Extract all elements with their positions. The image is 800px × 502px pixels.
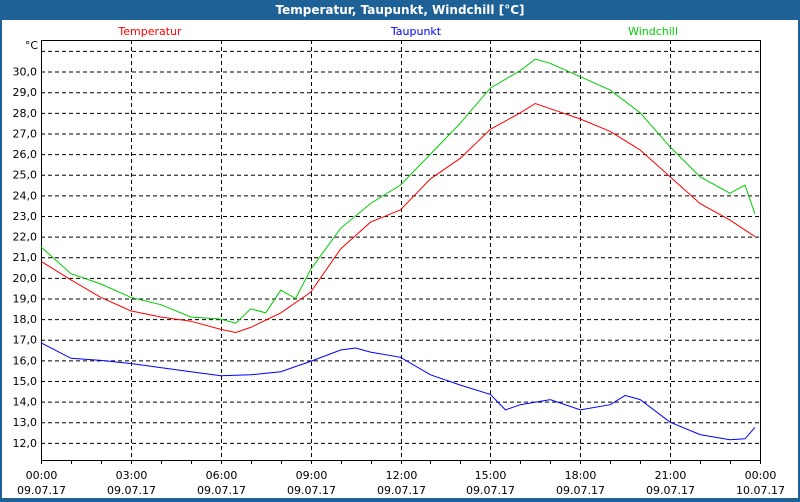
y-tick-label: 12,0	[13, 437, 38, 450]
y-axis-unit: °C	[25, 39, 39, 52]
y-tick-label: 17,0	[13, 334, 38, 347]
y-tick-label: 22,0	[13, 231, 38, 244]
window-title: Temperatur, Taupunkt, Windchill [°C]	[0, 0, 800, 20]
y-tick-label: 20,0	[13, 272, 38, 285]
x-tick-time: 00:00	[26, 469, 58, 482]
legend-windchill: Windchill	[628, 25, 678, 38]
y-tick-label: 15,0	[13, 375, 38, 388]
chart-area: 12,0 13,0 14,0 15,0 16,0 17,0 18,0 19,0 20,0 21,0…	[2, 20, 798, 498]
x-tick-time: 06:00	[206, 469, 238, 482]
y-tick-label: 13,0	[13, 416, 38, 429]
x-tick-time: 21:00	[655, 469, 687, 482]
y-tick-label: 29,0	[13, 86, 38, 99]
y-tick-label: 16,0	[13, 354, 38, 367]
x-tick-time: 12:00	[386, 469, 418, 482]
y-tick-label: 25,0	[13, 169, 38, 182]
x-tick-date: 09.07.17	[646, 484, 695, 497]
x-tick-time: 15:00	[475, 469, 507, 482]
x-tick-time: 09:00	[296, 469, 328, 482]
x-tick-date: 09.07.17	[287, 484, 336, 497]
line-chart: 12,0 13,0 14,0 15,0 16,0 17,0 18,0 19,0 20,0 21,0…	[13, 25, 785, 497]
y-tick-label: 24,0	[13, 189, 38, 202]
y-tick-label: 18,0	[13, 313, 38, 326]
plot-frame	[41, 40, 761, 461]
x-tick-time: 18:00	[565, 469, 597, 482]
x-tick-date: 09.07.17	[556, 484, 605, 497]
y-tick-label: 14,0	[13, 396, 38, 409]
series-line-taupunkt	[40, 342, 756, 441]
y-tick-label: 27,0	[13, 127, 38, 140]
x-tick-date: 10.07.17	[736, 484, 785, 497]
y-tick-label: 23,0	[13, 210, 38, 223]
series-line-windchill	[40, 58, 756, 324]
series-line-temperatur	[40, 102, 756, 334]
legend-temperatur: Temperatur	[117, 25, 182, 38]
x-tick-date: 09.07.17	[17, 484, 66, 497]
x-tick-time: 00:00	[745, 469, 777, 482]
y-tick-label: 21,0	[13, 251, 38, 264]
y-tick-label: 28,0	[13, 107, 38, 120]
x-tick-time: 03:00	[116, 469, 148, 482]
x-tick-date: 09.07.17	[377, 484, 426, 497]
y-tick-label: 19,0	[13, 292, 38, 305]
x-tick-date: 09.07.17	[466, 484, 515, 497]
y-tick-label: 26,0	[13, 148, 38, 161]
y-tick-label: 30,0	[13, 66, 38, 79]
legend-taupunkt: Taupunkt	[390, 25, 442, 38]
x-tick-date: 09.07.17	[197, 484, 246, 497]
x-tick-date: 09.07.17	[107, 484, 156, 497]
